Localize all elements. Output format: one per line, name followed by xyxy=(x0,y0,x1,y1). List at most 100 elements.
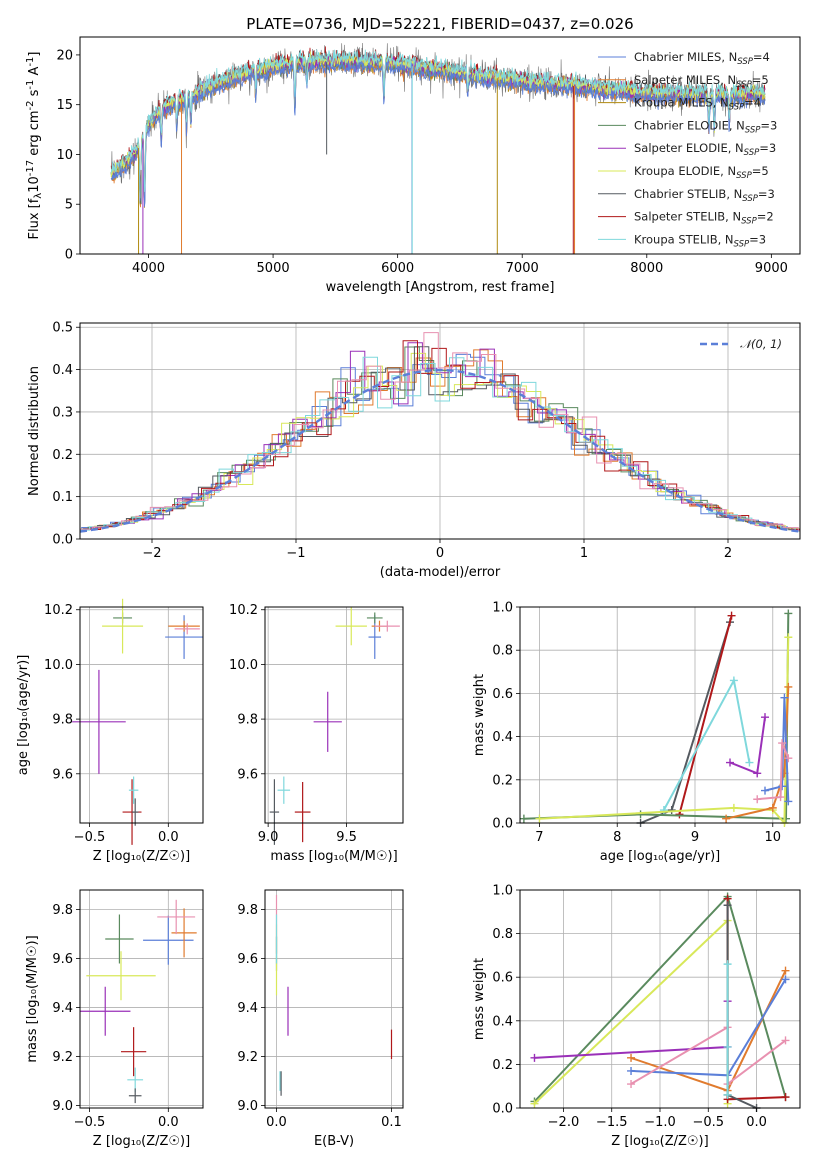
errorbar-point xyxy=(132,798,139,826)
mass-weight-marker xyxy=(519,814,528,823)
mass-weight-marker xyxy=(726,758,734,767)
age-vs-Z-ytick-label: 9.8 xyxy=(52,713,73,728)
mass-weight-line xyxy=(523,613,790,820)
errorbar-point xyxy=(171,908,197,958)
mass-weight-marker xyxy=(782,814,790,823)
weight-vs-Z-ytick-label: 0.2 xyxy=(492,1058,513,1073)
age-vs-Z-frame xyxy=(79,606,204,824)
age-vs-Z-ytick-label: 9.6 xyxy=(52,767,73,782)
mass-vs-Z-xtick-label: −0.5 xyxy=(74,1115,106,1130)
residuals-panel: −2 −1 0 1 2 0.0 0.1 0.2 0.3 0.4 0.5 (data-model)/er… xyxy=(27,321,801,580)
legend-entry: Kroupa ELODIE, NSSP=5 xyxy=(634,164,769,181)
mass-weight-marker xyxy=(780,693,789,702)
mass-weight-marker xyxy=(781,966,790,975)
spectrum-ylabel: Flux [fλ10-17 erg cm-2 s-1 A-1] xyxy=(25,51,44,239)
weight-vs-age-ytick-label: 1.0 xyxy=(492,601,513,616)
mass-weight-marker xyxy=(781,1036,790,1045)
mass-vs-EBV-ytick-label: 9.8 xyxy=(237,903,258,918)
mass-weight-line xyxy=(726,905,758,1109)
residuals-histogram-series xyxy=(80,346,800,531)
errorbar-point xyxy=(157,899,196,935)
spectrum-panel: 4000 5000 6000 7000 8000 9000 0 5 10 15 20 waveleng… xyxy=(25,36,801,295)
residuals-histogram-series xyxy=(80,332,800,532)
age-vs-Z-ytick-label: 10.2 xyxy=(44,603,73,618)
age-vs-Z-panel: −0.5 0.0 9.6 9.8 10.0 10.2 Z [log₁₀(Z/Z☉)] age … xyxy=(16,598,204,864)
errorbar-point xyxy=(102,598,144,654)
spectrum-ytick-label: 15 xyxy=(56,98,73,113)
legend-entry: Salpeter MILES, NSSP=5 xyxy=(634,73,769,90)
spectrum-xtick-label: 9000 xyxy=(755,261,788,276)
mass-weight-marker xyxy=(753,769,762,778)
weight-vs-age-xlabel: age [log₁₀(age/yr)] xyxy=(600,849,721,864)
mass-vs-Z-ytick-label: 9.4 xyxy=(52,1001,73,1016)
mass-weight-marker xyxy=(530,1053,539,1062)
mass-vs-Z-ytick-label: 9.8 xyxy=(52,903,73,918)
age-vs-Z-ytick-label: 10.0 xyxy=(44,658,73,673)
age-vs-mass-ytick-label: 10.0 xyxy=(229,658,258,673)
errorbar-point xyxy=(105,914,134,964)
mass-weight-line xyxy=(757,742,790,801)
mass-weight-marker xyxy=(722,814,731,823)
mass-weight-marker xyxy=(745,758,754,767)
errorbar-point xyxy=(168,620,200,632)
mass-vs-Z-frame xyxy=(79,889,204,1109)
age-vs-Z-ylabel: age [log₁₀(age/yr)] xyxy=(16,655,31,776)
mass-weight-marker xyxy=(723,1042,732,1051)
weight-vs-Z-ytick-label: 0.8 xyxy=(492,927,513,942)
weight-vs-age-ylabel: mass weight xyxy=(472,674,487,756)
weight-vs-Z-ytick-label: 1.0 xyxy=(492,884,513,899)
mass-weight-marker xyxy=(627,1066,636,1075)
mass-weight-marker xyxy=(778,782,787,791)
mass-weight-marker xyxy=(768,803,777,812)
mass-vs-Z-xtick-label: 0.0 xyxy=(158,1115,179,1130)
weight-vs-Z-xtick-label: −2.0 xyxy=(548,1115,580,1130)
weight-vs-Z-ytick-label: 0.0 xyxy=(492,1102,513,1117)
residuals-histograms xyxy=(80,332,800,533)
mass-weight-marker xyxy=(781,1093,790,1102)
mass-vs-Z-ytick-label: 9.0 xyxy=(52,1099,73,1114)
figure-title: PLATE=0736, MJD=52221, FIBERID=0437, z=0… xyxy=(246,15,633,33)
weight-vs-Z-ylabel: mass weight xyxy=(472,958,487,1040)
residuals-xtick-label: 0 xyxy=(436,546,444,561)
mass-weight-marker xyxy=(627,1053,636,1062)
spectrum-xlabel: wavelength [Angstrom, rest frame] xyxy=(326,280,555,295)
residuals-legend: 𝒩(0, 1) xyxy=(700,337,782,351)
errorbar-point xyxy=(127,1067,144,1093)
mass-weight-marker xyxy=(723,1090,732,1099)
residuals-ytick-label: 0.2 xyxy=(52,448,73,463)
residuals-histogram-series xyxy=(80,340,800,532)
legend-entry: 𝒩(0, 1) xyxy=(740,337,782,351)
age-vs-mass-panel: 9.0 9.5 9.6 9.8 10.0 10.2 mass [log₁₀(M/M☉)] xyxy=(229,603,404,864)
weight-vs-Z-ytick-label: 0.6 xyxy=(492,971,513,986)
legend-entry: Kroupa STELIB, NSSP=3 xyxy=(634,232,766,249)
weight-vs-age-ytick-label: 0.8 xyxy=(492,644,513,659)
legend-entry: Chabrier ELODIE, NSSP=3 xyxy=(634,118,777,135)
mass-weight-marker xyxy=(784,797,793,806)
mass-weight-marker xyxy=(727,611,736,620)
mass-vs-EBV-panel: 0.0 0.1 9.0 9.2 9.4 9.6 9.8 E(B-V) xyxy=(237,889,404,1149)
errorbar-point xyxy=(143,915,194,965)
mass-vs-EBV-ytick-label: 9.2 xyxy=(237,1050,258,1065)
mass-vs-Z-ytick-label: 9.2 xyxy=(52,1050,73,1065)
spectrum-model-line xyxy=(110,49,766,199)
mass-vs-EBV-xlabel: E(B-V) xyxy=(314,1134,354,1149)
errorbar-point xyxy=(86,951,156,1001)
errorbar-point xyxy=(335,607,367,646)
residuals-ytick-label: 0.1 xyxy=(52,490,73,505)
weight-vs-age-xtick-label: 7 xyxy=(535,830,543,845)
residuals-ytick-label: 0.4 xyxy=(52,363,73,378)
spectrum-ytick-label: 5 xyxy=(65,198,73,213)
mass-weight-marker xyxy=(784,633,793,642)
mass-weight-marker xyxy=(761,786,769,795)
residuals-ytick-label: 0.5 xyxy=(52,321,73,336)
spectrum-ytick-label: 20 xyxy=(56,48,73,63)
errorbar-point xyxy=(374,620,400,632)
mass-vs-Z-ytick-label: 9.6 xyxy=(52,952,73,967)
spectrum-xtick-label: 8000 xyxy=(630,261,663,276)
residuals-xtick-label: −2 xyxy=(142,546,161,561)
legend-entry: Kroupa MILES, NSSP=4 xyxy=(634,96,761,113)
mass-weight-marker xyxy=(723,901,732,910)
mass-vs-EBV-frame xyxy=(264,889,404,1109)
mass-weight-marker xyxy=(784,682,793,691)
